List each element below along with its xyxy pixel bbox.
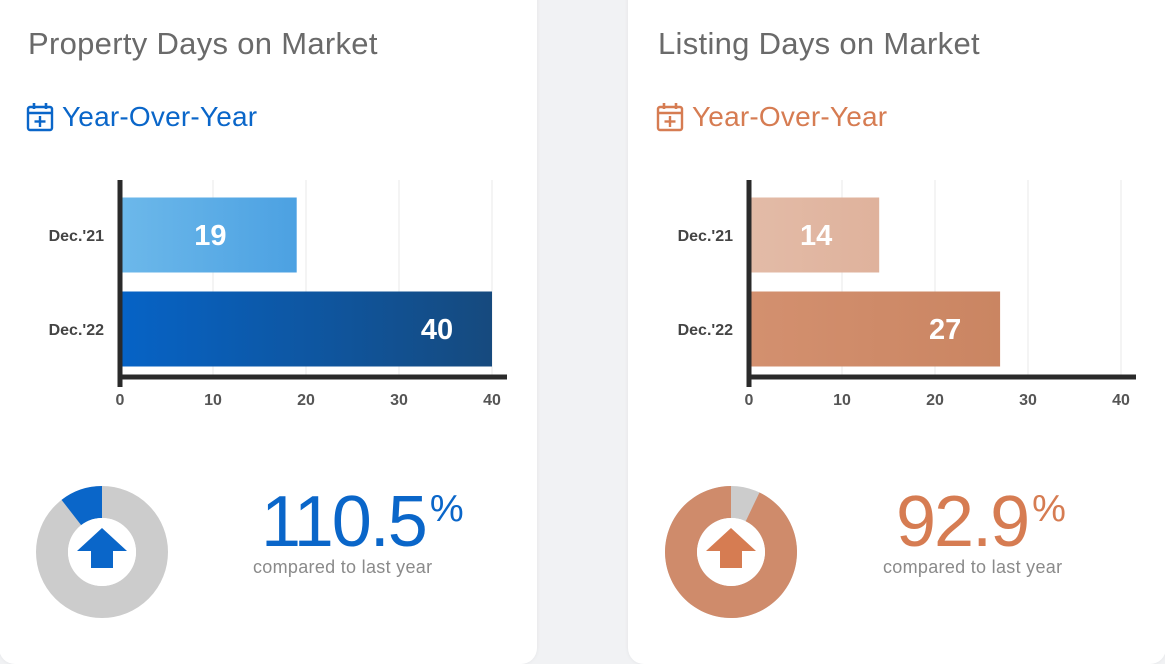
category-label: Dec.'22 [678, 322, 734, 339]
property-days-card: Property Days on Market Year-Over-Year 1… [0, 0, 537, 664]
data-label: 27 [929, 314, 961, 346]
percent-change: 92.9 % [896, 482, 1066, 562]
tick-label: 20 [297, 392, 315, 409]
data-label: 40 [421, 314, 453, 346]
donut-segment [61, 486, 102, 526]
percent-sign: % [429, 488, 464, 530]
bar [122, 197, 297, 273]
bar [751, 197, 880, 273]
period-label: Year-Over-Year [692, 101, 888, 132]
arrow-up-icon [77, 528, 127, 568]
period-label: Year-Over-Year [62, 101, 258, 132]
bar [751, 291, 1001, 367]
tick-label: 40 [483, 392, 501, 409]
change-donut [36, 486, 168, 618]
calendar-plus-icon [656, 103, 684, 132]
arrow-up-icon [706, 528, 756, 568]
tick-label: 40 [1112, 392, 1130, 409]
percent-value: 92.9 [896, 482, 1030, 562]
category-label: Dec.'22 [49, 322, 105, 339]
card-title: Listing Days on Market [658, 26, 980, 61]
period-selector[interactable]: Year-Over-Year [656, 99, 887, 135]
percent-sign: % [1032, 488, 1066, 530]
data-label: 14 [800, 220, 832, 252]
tick-label: 30 [1019, 392, 1037, 409]
listing-days-bar-chart: 14 Dec.'21 27 Dec.'22 0 10 20 30 40 [678, 180, 1136, 409]
change-donut [665, 486, 797, 618]
percent-value: 110.5 [261, 482, 428, 562]
category-label: Dec.'21 [678, 228, 734, 245]
compared-text: compared to last year [253, 557, 433, 577]
listing-days-card: Listing Days on Market Year-Over-Year 14… [628, 0, 1165, 664]
card-title: Property Days on Market [28, 26, 378, 61]
bar [122, 291, 492, 367]
period-selector[interactable]: Year-Over-Year [26, 99, 257, 135]
property-days-bar-chart: 19 Dec.'21 40 Dec.'22 0 10 20 30 40 [49, 180, 507, 409]
compared-text: compared to last year [883, 557, 1063, 577]
tick-label: 0 [745, 392, 754, 409]
tick-label: 20 [926, 392, 944, 409]
tick-label: 0 [116, 392, 125, 409]
data-label: 19 [194, 220, 226, 252]
tick-label: 10 [204, 392, 222, 409]
tick-label: 30 [390, 392, 408, 409]
donut-segment [665, 486, 797, 618]
tick-label: 10 [833, 392, 851, 409]
category-label: Dec.'21 [49, 228, 105, 245]
percent-change: 110.5 % [261, 482, 464, 562]
calendar-plus-icon [26, 103, 54, 132]
